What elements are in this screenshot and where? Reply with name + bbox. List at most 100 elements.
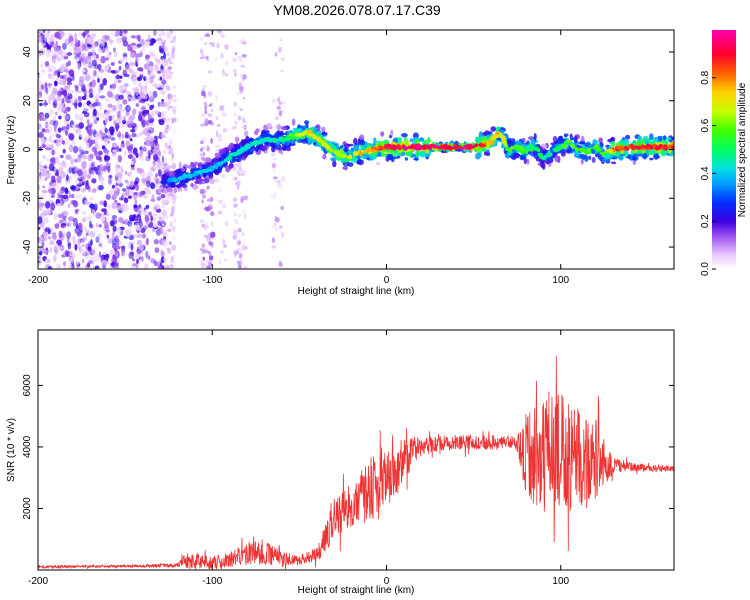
noise-blob <box>71 235 76 241</box>
noise-blob <box>171 48 175 55</box>
noise-blob <box>99 104 103 111</box>
noise-blob <box>73 97 77 101</box>
ridge-core-blob <box>367 148 371 152</box>
noise-blob <box>172 85 177 89</box>
noise-blob <box>207 120 213 125</box>
signal-blob <box>409 138 414 142</box>
noise-blob <box>48 68 53 73</box>
y-tick-label: -40 <box>22 239 33 254</box>
noise-blob <box>77 63 81 70</box>
noise-blob <box>161 204 165 209</box>
noise-blob <box>98 86 101 94</box>
noise-blob <box>218 266 221 269</box>
noise-blob <box>216 124 221 127</box>
noise-blob <box>57 57 60 61</box>
noise-blob <box>44 82 48 87</box>
noise-blob <box>67 92 70 99</box>
noise-blob <box>74 32 78 40</box>
ridge-core-blob <box>502 138 506 143</box>
noise-blob <box>42 166 48 169</box>
signal-blob <box>623 139 630 144</box>
noise-blob <box>131 42 137 46</box>
noise-blob <box>154 142 160 150</box>
noise-blob <box>140 106 146 111</box>
noise-blob <box>169 212 174 216</box>
noise-blob <box>148 65 154 72</box>
noise-blob <box>154 247 160 253</box>
noise-blob <box>139 221 143 229</box>
noise-blob <box>104 97 111 103</box>
noise-blob <box>234 253 237 258</box>
noise-blob <box>101 208 107 213</box>
noise-blob <box>86 59 92 64</box>
noise-blob <box>272 131 275 134</box>
ridge-core-blob <box>601 151 606 156</box>
noise-blob <box>225 61 228 66</box>
noise-blob <box>115 245 121 250</box>
noise-blob <box>86 214 93 221</box>
noise-blob <box>208 92 212 97</box>
noise-blob <box>220 31 224 36</box>
noise-blob <box>278 50 282 54</box>
noise-blob <box>74 38 78 46</box>
noise-blob <box>130 97 134 103</box>
noise-blob <box>204 108 207 115</box>
spectrogram-y-axis-label: Frequency (Hz) <box>6 116 17 185</box>
noise-blob <box>104 45 109 51</box>
signal-blob <box>406 151 413 157</box>
signal-blob <box>598 137 603 144</box>
noise-blob <box>139 74 144 79</box>
noise-blob <box>146 237 149 246</box>
noise-blob <box>80 187 87 193</box>
noise-blob <box>39 159 43 167</box>
noise-blob <box>141 46 146 54</box>
signal-blob <box>193 161 199 166</box>
noise-blob <box>134 53 141 59</box>
noise-blob <box>114 251 119 257</box>
noise-blob <box>210 231 216 238</box>
signal-blob <box>217 166 223 174</box>
noise-blob <box>119 204 124 210</box>
noise-blob <box>53 254 57 263</box>
noise-blob <box>201 243 206 248</box>
noise-blob <box>134 183 140 191</box>
noise-blob <box>122 40 129 47</box>
signal-blob <box>160 181 167 185</box>
noise-blob <box>77 169 83 177</box>
noise-blob <box>217 199 223 204</box>
noise-blob <box>50 133 55 137</box>
noise-blob <box>77 39 81 48</box>
noise-blob <box>201 91 206 97</box>
signal-blob <box>232 159 236 162</box>
signal-blob <box>632 153 639 158</box>
noise-blob <box>210 220 214 227</box>
noise-blob <box>147 149 153 156</box>
ridge-core-blob <box>592 147 598 150</box>
noise-blob <box>132 258 135 262</box>
noise-blob <box>110 62 115 66</box>
noise-blob <box>112 94 116 99</box>
noise-blob <box>164 266 167 269</box>
signal-blob <box>321 132 328 136</box>
noise-blob <box>52 242 59 250</box>
noise-blob <box>272 158 277 161</box>
x-tick-label: -100 <box>202 275 222 286</box>
noise-blob <box>271 237 276 244</box>
noise-blob <box>108 66 111 71</box>
noise-blob <box>93 118 98 125</box>
signal-blob <box>228 162 234 169</box>
signal-blob <box>291 118 296 126</box>
noise-blob <box>82 108 89 112</box>
ridge-core-blob <box>231 152 235 156</box>
noise-blob <box>127 172 130 177</box>
signal-blob <box>219 148 226 154</box>
signal-blob <box>190 183 194 187</box>
noise-blob <box>48 109 55 115</box>
noise-blob <box>152 90 158 99</box>
noise-blob <box>93 63 99 70</box>
noise-blob <box>223 258 228 262</box>
noise-blob <box>221 112 227 117</box>
noise-blob <box>172 235 175 241</box>
signal-blob <box>263 133 271 138</box>
noise-blob <box>145 204 150 209</box>
